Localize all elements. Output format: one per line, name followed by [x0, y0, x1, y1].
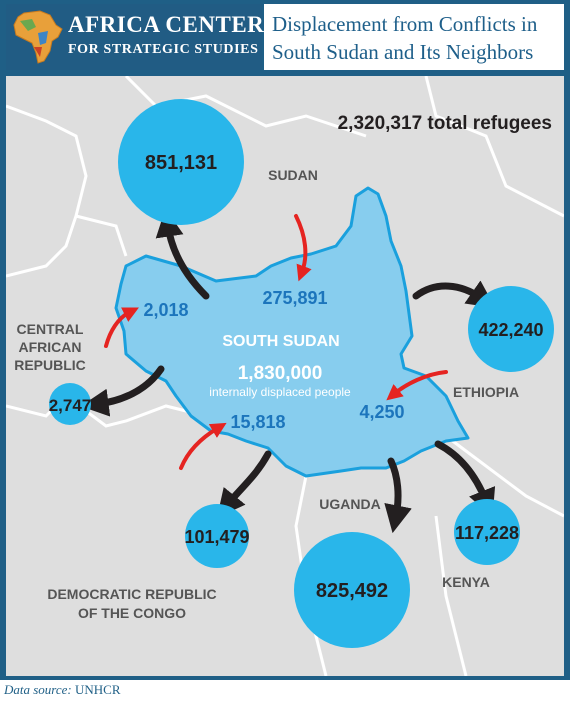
org-name-line2: FOR STRATEGIC STUDIES — [68, 42, 259, 57]
label-drc-line1: DEMOCRATIC REPUBLIC — [47, 586, 216, 602]
arrow-to-sudan — [155, 208, 210, 300]
africa-map-logo-icon — [13, 10, 63, 64]
value-to-ethiopia: 422,240 — [478, 320, 543, 340]
label-sudan: SUDAN — [268, 167, 318, 183]
arrow-from-car — [104, 307, 139, 348]
data-source-label: Data source: — [4, 682, 72, 697]
value-from-car: 2,018 — [143, 300, 188, 320]
displacement-map: SUDAN SOUTH SUDAN ETHIOPIA CENTRAL AFRIC… — [6, 76, 564, 676]
value-to-sudan: 851,131 — [145, 152, 217, 174]
value-from-ethiopia: 4,250 — [359, 402, 404, 422]
bubble-uganda — [294, 532, 410, 648]
data-source-value: UNHCR — [75, 682, 121, 697]
total-refugees-label: 2,320,317 total refugees — [338, 113, 552, 134]
arrow-from-ethiopia — [386, 370, 448, 401]
label-kenya: KENYA — [442, 574, 490, 590]
title-line-2: South Sudan and Its Neighbors — [272, 40, 534, 64]
south-sudan-shape — [114, 186, 470, 478]
border-uganda-kenya — [434, 515, 468, 676]
arrow-to-kenya — [434, 440, 496, 518]
border-sudan-north — [124, 76, 367, 138]
label-uganda: UGANDA — [319, 496, 380, 512]
border-kenya-ethiopia — [445, 434, 564, 518]
border-west — [6, 104, 88, 278]
value-to-kenya: 117,228 — [455, 523, 519, 543]
outflow-arrows — [80, 208, 496, 534]
map-area: SUDAN SOUTH SUDAN ETHIOPIA CENTRAL AFRIC… — [6, 76, 564, 676]
title-line-1: Displacement from Conflicts in — [272, 12, 538, 36]
org-name-line1: AFRICA CENTER — [68, 12, 265, 37]
bubble-car — [49, 383, 91, 425]
bubble-sudan — [118, 99, 244, 225]
label-ethiopia: ETHIOPIA — [453, 384, 519, 400]
label-car-line2: AFRICAN — [19, 339, 82, 355]
label-car-line3: REPUBLIC — [14, 357, 86, 373]
infographic-frame: AFRICA CENTER FOR STRATEGIC STUDIES Disp… — [0, 0, 570, 680]
value-to-car: 2,747 — [49, 396, 92, 415]
arrow-to-uganda — [384, 457, 412, 534]
value-to-drc: 101,479 — [184, 527, 249, 547]
arrow-from-sudan — [294, 214, 312, 282]
arrow-to-car — [80, 365, 165, 417]
arrow-to-drc — [216, 450, 272, 518]
bubble-kenya — [454, 499, 520, 565]
value-from-sudan: 275,891 — [262, 288, 327, 308]
data-source: Data source: UNHCR — [4, 682, 121, 698]
label-drc-line2: OF THE CONGO — [78, 605, 186, 621]
border-car-north — [75, 214, 128, 257]
bubble-drc — [185, 504, 249, 568]
value-from-drc: 15,818 — [230, 412, 285, 432]
arrow-from-drc — [179, 422, 227, 470]
arrow-to-ethiopia — [412, 280, 496, 309]
inflow-arrows — [104, 214, 448, 470]
value-to-uganda: 825,492 — [316, 580, 388, 602]
bubble-ethiopia — [468, 286, 554, 372]
org-logo-block: AFRICA CENTER FOR STRATEGIC STUDIES — [6, 4, 265, 70]
idp-value: 1,830,000 — [238, 363, 323, 384]
label-south-sudan: SOUTH SUDAN — [222, 333, 339, 350]
title-box: Displacement from Conflicts in South Sud… — [264, 4, 564, 70]
border-ethiopia-north — [424, 76, 564, 218]
idp-label: internally displaced people — [209, 385, 351, 399]
label-car-line1: CENTRAL — [17, 321, 84, 337]
